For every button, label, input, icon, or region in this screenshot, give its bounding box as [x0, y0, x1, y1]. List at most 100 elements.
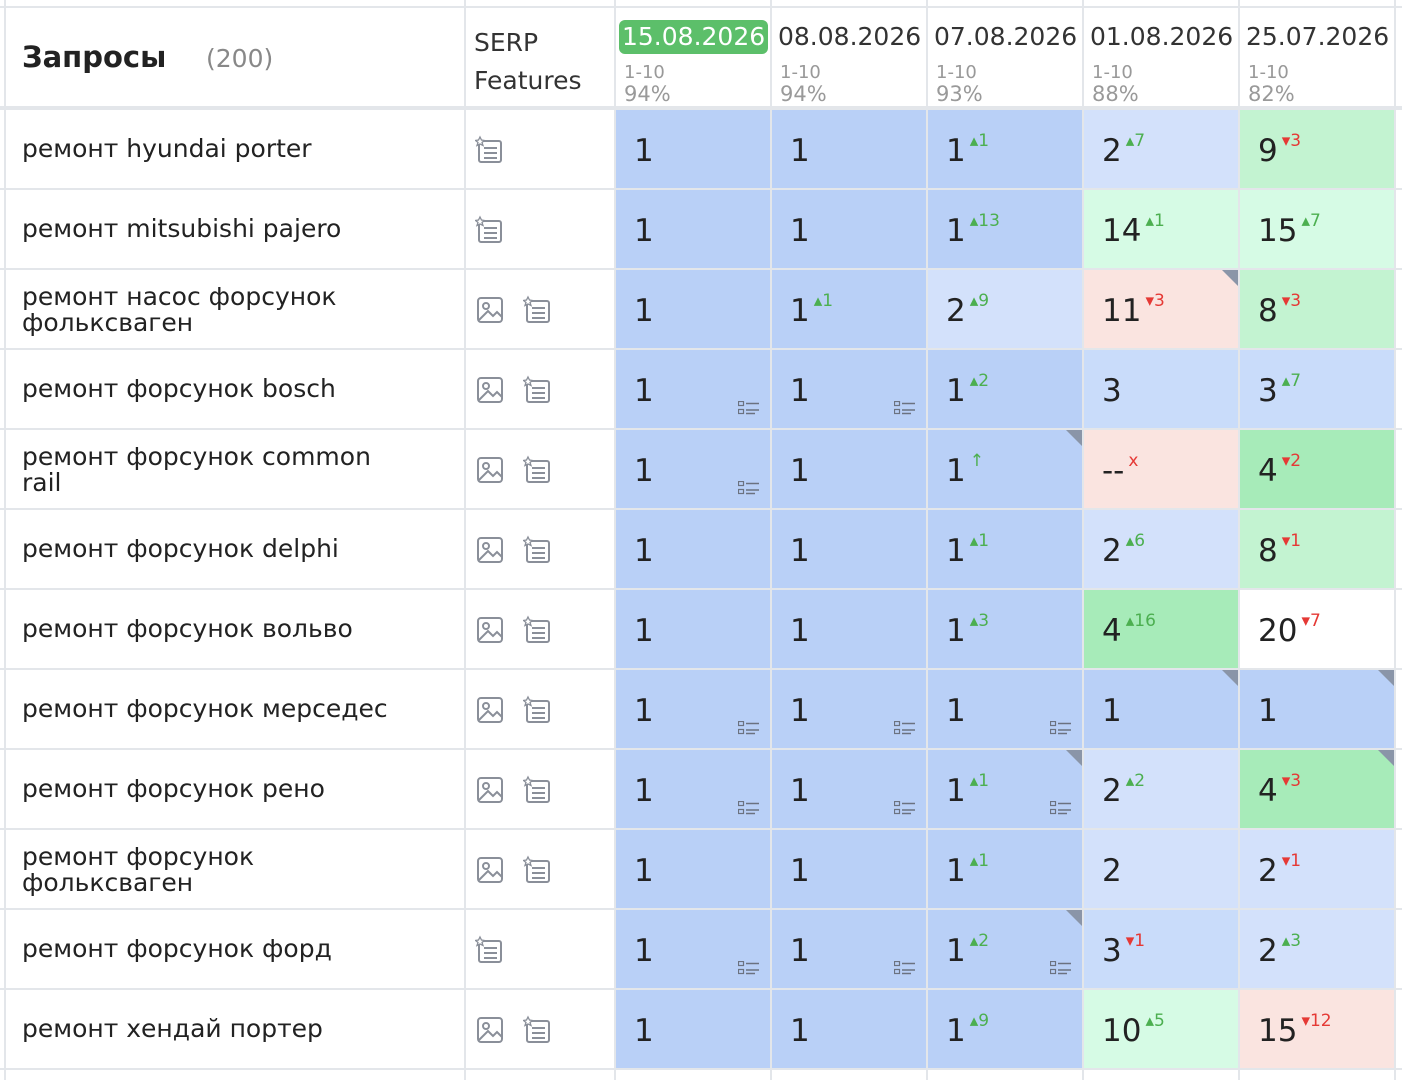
- position-cell[interactable]: 1: [772, 110, 926, 188]
- serp-image-icon[interactable]: [475, 775, 505, 805]
- position-cell[interactable]: 2 ▴2: [1084, 750, 1238, 828]
- position-cell[interactable]: 8 ▾3: [1240, 270, 1394, 348]
- position-cell[interactable]: 2 ▴6: [1084, 510, 1238, 588]
- query-text[interactable]: ремонт форсунок рено: [22, 776, 325, 802]
- serp-image-icon[interactable]: [475, 455, 505, 485]
- serp-snippet-icon[interactable]: [521, 535, 553, 565]
- serp-snippet-icon[interactable]: [521, 855, 553, 885]
- serp-snippet-icon[interactable]: [473, 215, 505, 245]
- serp-snippet-icon[interactable]: [473, 935, 505, 965]
- date-column-header[interactable]: 25.07.2026: [1246, 22, 1390, 51]
- position-cell[interactable]: 1: [772, 590, 926, 668]
- position-cell[interactable]: 9 ▾3: [1240, 110, 1394, 188]
- position-cell[interactable]: 1: [772, 750, 926, 828]
- note-corner-marker[interactable]: [1222, 270, 1238, 286]
- position-cell[interactable]: 3 ▴7: [1240, 350, 1394, 428]
- position-cell[interactable]: 1: [616, 590, 770, 668]
- date-column-header[interactable]: 08.08.2026: [778, 22, 922, 51]
- query-text[interactable]: ремонт форсунок вольво: [22, 616, 353, 642]
- position-cell[interactable]: 3 ▾1: [1084, 910, 1238, 988]
- serp-snippet-icon[interactable]: [521, 375, 553, 405]
- query-text[interactable]: ремонт хендай портер: [22, 1016, 323, 1042]
- position-cell[interactable]: 1: [616, 350, 770, 428]
- queries-title[interactable]: Запросы: [22, 40, 167, 74]
- serp-snippet-icon[interactable]: [521, 695, 553, 725]
- position-cell[interactable]: 4 ▾3: [1240, 750, 1394, 828]
- position-cell[interactable]: 2 ▾1: [1240, 830, 1394, 908]
- position-cell[interactable]: 1: [1240, 670, 1394, 748]
- serp-image-icon[interactable]: [475, 1015, 505, 1045]
- query-text[interactable]: ремонт форсунок мерседес: [22, 696, 388, 722]
- position-cell[interactable]: 11 ▾3: [1084, 270, 1238, 348]
- date-column-header[interactable]: 01.08.2026: [1090, 22, 1234, 51]
- position-cell[interactable]: 1: [772, 990, 926, 1068]
- position-cell[interactable]: 2 ▴9: [928, 270, 1082, 348]
- position-cell[interactable]: 2 ▴3: [1240, 910, 1394, 988]
- position-cell[interactable]: 1: [616, 430, 770, 508]
- serp-snippet-icon[interactable]: [473, 135, 505, 165]
- query-text[interactable]: ремонт форсунок форд: [22, 936, 332, 962]
- query-text[interactable]: ремонт форсунок delphi: [22, 536, 339, 562]
- position-cell[interactable]: 15 ▴7: [1240, 190, 1394, 268]
- position-cell[interactable]: 1: [616, 670, 770, 748]
- date-column-header[interactable]: 15.08.2026: [619, 20, 769, 54]
- position-cell[interactable]: 1 ▴2: [928, 910, 1082, 988]
- position-cell[interactable]: 1 ▴1: [772, 270, 926, 348]
- position-cell[interactable]: 1: [772, 830, 926, 908]
- serp-snippet-icon[interactable]: [521, 775, 553, 805]
- position-cell[interactable]: 15 ▾12: [1240, 990, 1394, 1068]
- position-cell[interactable]: 1: [772, 350, 926, 428]
- position-cell[interactable]: 1: [772, 910, 926, 988]
- note-corner-marker[interactable]: [1378, 670, 1394, 686]
- position-cell[interactable]: 4 ▾2: [1240, 430, 1394, 508]
- serp-image-icon[interactable]: [475, 295, 505, 325]
- position-cell[interactable]: 8 ▾1: [1240, 510, 1394, 588]
- serp-snippet-icon[interactable]: [521, 615, 553, 645]
- note-corner-marker[interactable]: [1066, 430, 1082, 446]
- serp-snippet-icon[interactable]: [521, 295, 553, 325]
- position-cell[interactable]: 1: [772, 430, 926, 508]
- position-cell[interactable]: 1: [616, 110, 770, 188]
- position-cell[interactable]: 1 ▴9: [928, 990, 1082, 1068]
- position-cell[interactable]: 1: [616, 830, 770, 908]
- position-cell[interactable]: 1 ▴13: [928, 190, 1082, 268]
- position-cell[interactable]: 2: [1084, 830, 1238, 908]
- serp-image-icon[interactable]: [475, 855, 505, 885]
- query-text[interactable]: ремонт форсунок bosch: [22, 376, 336, 402]
- position-cell[interactable]: 1 ▴1: [928, 830, 1082, 908]
- position-cell[interactable]: 4 ▴16: [1084, 590, 1238, 668]
- query-text[interactable]: ремонт насос форсунок фольксваген: [22, 284, 336, 336]
- position-cell[interactable]: 1: [616, 270, 770, 348]
- position-cell[interactable]: 1: [616, 990, 770, 1068]
- position-cell[interactable]: 1 ▴2: [928, 350, 1082, 428]
- position-cell[interactable]: 1: [616, 190, 770, 268]
- position-cell[interactable]: 1: [772, 510, 926, 588]
- note-corner-marker[interactable]: [1378, 750, 1394, 766]
- position-cell[interactable]: 1: [616, 750, 770, 828]
- query-text[interactable]: ремонт mitsubishi pajero: [22, 216, 341, 242]
- query-text[interactable]: ремонт hyundai porter: [22, 136, 312, 162]
- position-cell[interactable]: 1 ↑: [928, 430, 1082, 508]
- position-cell[interactable]: 3: [1084, 350, 1238, 428]
- position-cell[interactable]: 1: [928, 670, 1082, 748]
- query-text[interactable]: ремонт форсунок фольксваген: [22, 844, 254, 896]
- position-cell[interactable]: 2 ▴7: [1084, 110, 1238, 188]
- serp-snippet-icon[interactable]: [521, 1015, 553, 1045]
- serp-image-icon[interactable]: [475, 375, 505, 405]
- position-cell[interactable]: -- x: [1084, 430, 1238, 508]
- position-cell[interactable]: 1 ▴1: [928, 110, 1082, 188]
- date-column-header[interactable]: 07.08.2026: [934, 22, 1078, 51]
- serp-image-icon[interactable]: [475, 615, 505, 645]
- position-cell[interactable]: 1 ▴3: [928, 590, 1082, 668]
- note-corner-marker[interactable]: [1066, 910, 1082, 926]
- position-cell[interactable]: 1: [1084, 670, 1238, 748]
- note-corner-marker[interactable]: [1222, 670, 1238, 686]
- position-cell[interactable]: 10 ▴5: [1084, 990, 1238, 1068]
- serp-snippet-icon[interactable]: [521, 455, 553, 485]
- query-text[interactable]: ремонт форсунок common rail: [22, 444, 371, 496]
- position-cell[interactable]: 1: [616, 910, 770, 988]
- position-cell[interactable]: 14 ▴1: [1084, 190, 1238, 268]
- position-cell[interactable]: 1 ▴1: [928, 510, 1082, 588]
- position-cell[interactable]: 1 ▴1: [928, 750, 1082, 828]
- serp-image-icon[interactable]: [475, 695, 505, 725]
